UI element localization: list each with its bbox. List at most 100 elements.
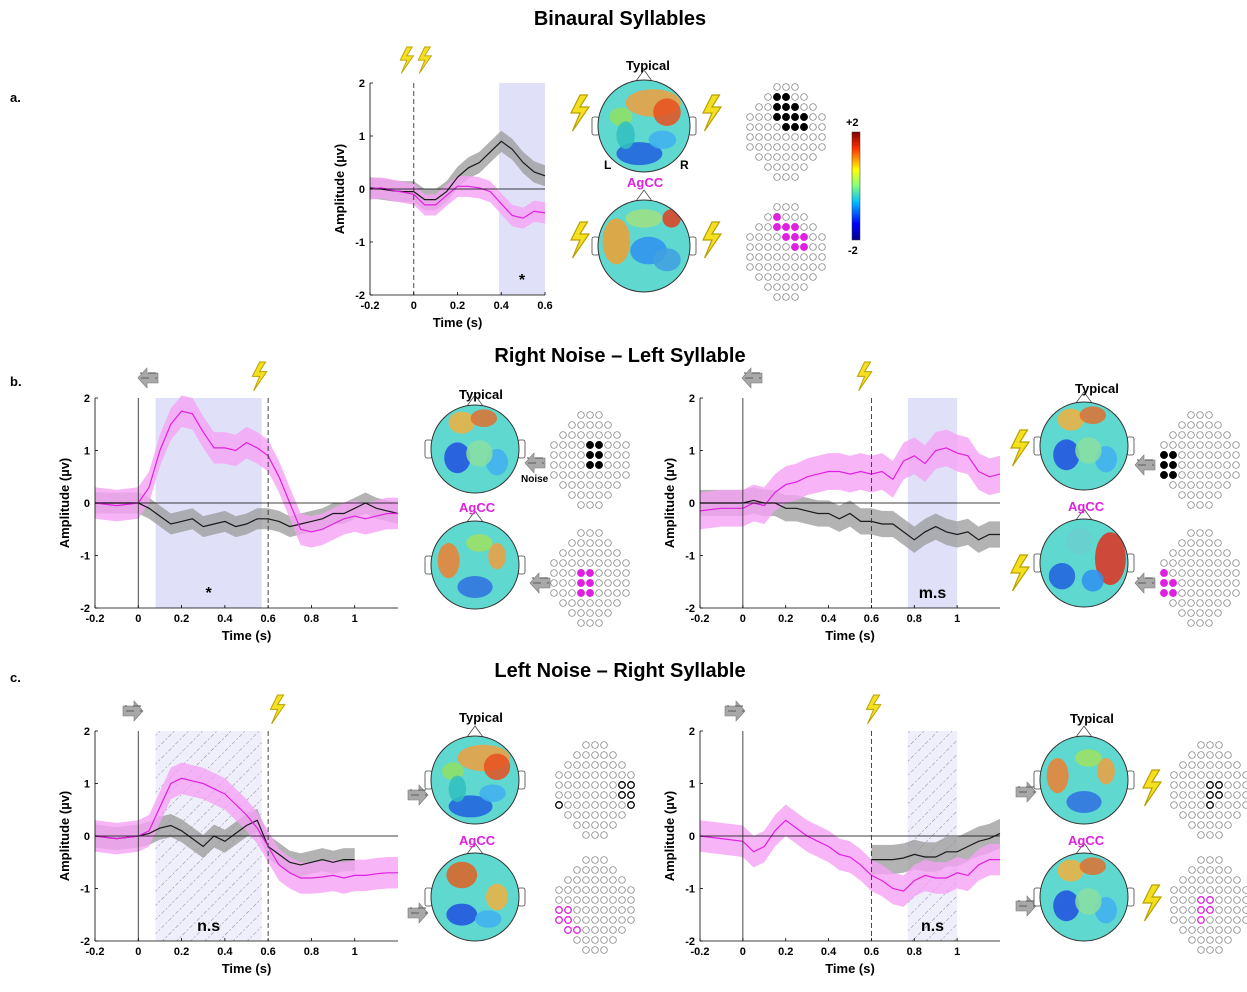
lightning-icon xyxy=(571,222,589,258)
scalp-typical-a xyxy=(592,70,696,172)
y-tick-label: -2 xyxy=(80,603,90,615)
lightning-icon xyxy=(1011,555,1029,591)
noise-arrow-icon xyxy=(1016,782,1036,802)
scalp-agcc-b2 xyxy=(1034,509,1134,607)
x-tick-label: 0 xyxy=(135,613,141,625)
scalp-typical-b1 xyxy=(425,395,525,493)
lightning-icon xyxy=(270,695,284,724)
lightning-icon xyxy=(1143,885,1161,921)
y-tick-label: 1 xyxy=(84,779,90,791)
head-label-agcc-b2: AgCC xyxy=(1068,499,1104,514)
x-tick-label: 0.2 xyxy=(174,613,189,625)
significance-label: m.s xyxy=(919,585,947,602)
x-tick-label: 0.2 xyxy=(450,300,465,312)
head-label-agcc-b1: AgCC xyxy=(459,500,495,515)
x-axis-label: Time (s) xyxy=(825,628,875,643)
y-tick-label: -1 xyxy=(685,884,695,896)
noise-arrow-icon xyxy=(742,368,762,388)
significance-label: * xyxy=(206,585,213,602)
electrode-map-typical-c1 xyxy=(556,742,635,839)
x-tick-label: 1 xyxy=(352,946,358,958)
chart-b-right: -0.2 0 0.2 0.4 0.6 0.8 1 -2 -1 0 1 2 Time (s) Amplitu… xyxy=(662,393,1000,643)
y-tick-label: 0 xyxy=(84,498,90,510)
y-tick-label: 2 xyxy=(84,726,90,738)
electrode-map-typical-a xyxy=(747,84,826,181)
y-tick-label: 2 xyxy=(689,726,695,738)
head-label-typical-b2: Typical xyxy=(1075,381,1119,396)
lightning-icon xyxy=(1011,430,1029,466)
x-tick-label: 0.2 xyxy=(778,613,793,625)
noise-arrow-icon xyxy=(138,368,158,388)
electrode-map-typical-b2 xyxy=(1161,412,1240,509)
x-tick-label: 0.8 xyxy=(907,946,922,958)
electrode-map-agcc-b1 xyxy=(551,530,630,627)
y-tick-label: 0 xyxy=(689,831,695,843)
x-tick-label: 0.6 xyxy=(260,613,275,625)
x-tick-label: 0 xyxy=(135,946,141,958)
head-label-typical-b1: Typical xyxy=(459,387,503,402)
head-label-agcc-a: AgCC xyxy=(627,175,663,190)
y-tick-label: -2 xyxy=(685,936,695,948)
head-label-typical-a: Typical xyxy=(626,58,670,73)
x-tick-label: 0.8 xyxy=(907,613,922,625)
x-tick-label: 0.2 xyxy=(778,946,793,958)
lightning-icon xyxy=(866,695,880,724)
x-tick-label: 0.2 xyxy=(174,946,189,958)
y-axis-label: Amplitude (µv) xyxy=(662,791,677,882)
x-tick-label: 0.8 xyxy=(304,946,319,958)
y-tick-label: -2 xyxy=(355,290,365,302)
x-tick-label: 0.6 xyxy=(260,946,275,958)
y-tick-label: -2 xyxy=(685,603,695,615)
noise-label: Noise xyxy=(521,474,548,485)
x-tick-label: 0 xyxy=(740,613,746,625)
significance-label: n.s xyxy=(197,918,220,935)
head-left-label: L xyxy=(604,158,611,172)
lightning-icon-right-ear xyxy=(418,47,431,73)
significance-label: * xyxy=(519,272,526,289)
x-axis-label: Time (s) xyxy=(222,628,272,643)
chart-b-left: -0.2 0 0.2 0.4 0.6 0.8 1 -2 -1 0 1 2 Time (s) Amplitu… xyxy=(57,393,398,643)
y-tick-label: 1 xyxy=(84,446,90,458)
x-tick-label: 0.8 xyxy=(304,613,319,625)
y-axis-label: Amplitude (µv) xyxy=(332,144,347,235)
x-axis-label: Time (s) xyxy=(825,961,875,976)
lightning-icon xyxy=(252,362,266,391)
x-tick-label: 0 xyxy=(411,300,417,312)
electrode-map-agcc-c1 xyxy=(556,857,635,954)
electrode-map-agcc-a xyxy=(747,204,826,301)
y-tick-label: -1 xyxy=(80,551,90,563)
noise-arrow-icon xyxy=(525,453,545,473)
noise-arrow-icon xyxy=(123,701,143,721)
x-tick-label: 0.6 xyxy=(864,613,879,625)
lightning-icon xyxy=(857,362,871,391)
x-tick-label: 0.6 xyxy=(537,300,552,312)
x-axis-label: Time (s) xyxy=(433,315,483,330)
scalp-agcc-c1 xyxy=(425,843,525,941)
x-tick-label: 0.4 xyxy=(821,946,837,958)
chart-c-left: -0.2 0 0.2 0.4 0.6 0.8 1 -2 -1 0 1 2 Time (s) Amplitu… xyxy=(57,726,398,976)
x-tick-label: 0.4 xyxy=(821,613,837,625)
y-tick-label: 0 xyxy=(359,184,365,196)
head-label-typical-c1: Typical xyxy=(459,710,503,725)
x-tick-label: 1 xyxy=(352,613,358,625)
scalp-typical-c2 xyxy=(1034,726,1134,824)
noise-arrow-icon xyxy=(530,573,550,593)
scalp-agcc-c2 xyxy=(1034,843,1134,941)
x-tick-label: 0.4 xyxy=(217,613,233,625)
colorbar-gradient xyxy=(852,132,860,240)
noise-arrow-icon xyxy=(725,701,745,721)
y-tick-label: -1 xyxy=(355,237,365,249)
head-label-typical-c2: Typical xyxy=(1070,711,1114,726)
lightning-icon-left-ear xyxy=(400,47,413,73)
scalp-agcc-a xyxy=(592,190,696,292)
scalp-agcc-b1 xyxy=(425,511,525,609)
y-axis-label: Amplitude (µv) xyxy=(57,458,72,549)
x-tick-label: 0.4 xyxy=(217,946,233,958)
y-tick-label: -1 xyxy=(80,884,90,896)
noise-arrow-icon xyxy=(1016,896,1036,916)
electrode-map-agcc-b2 xyxy=(1161,530,1240,627)
y-tick-label: 0 xyxy=(84,831,90,843)
chart-c-right: -0.2 0 0.2 0.4 0.6 0.8 1 -2 -1 0 1 2 Time (s) Amplitu… xyxy=(662,726,1000,976)
colorbar: +2 -2 xyxy=(840,110,880,260)
